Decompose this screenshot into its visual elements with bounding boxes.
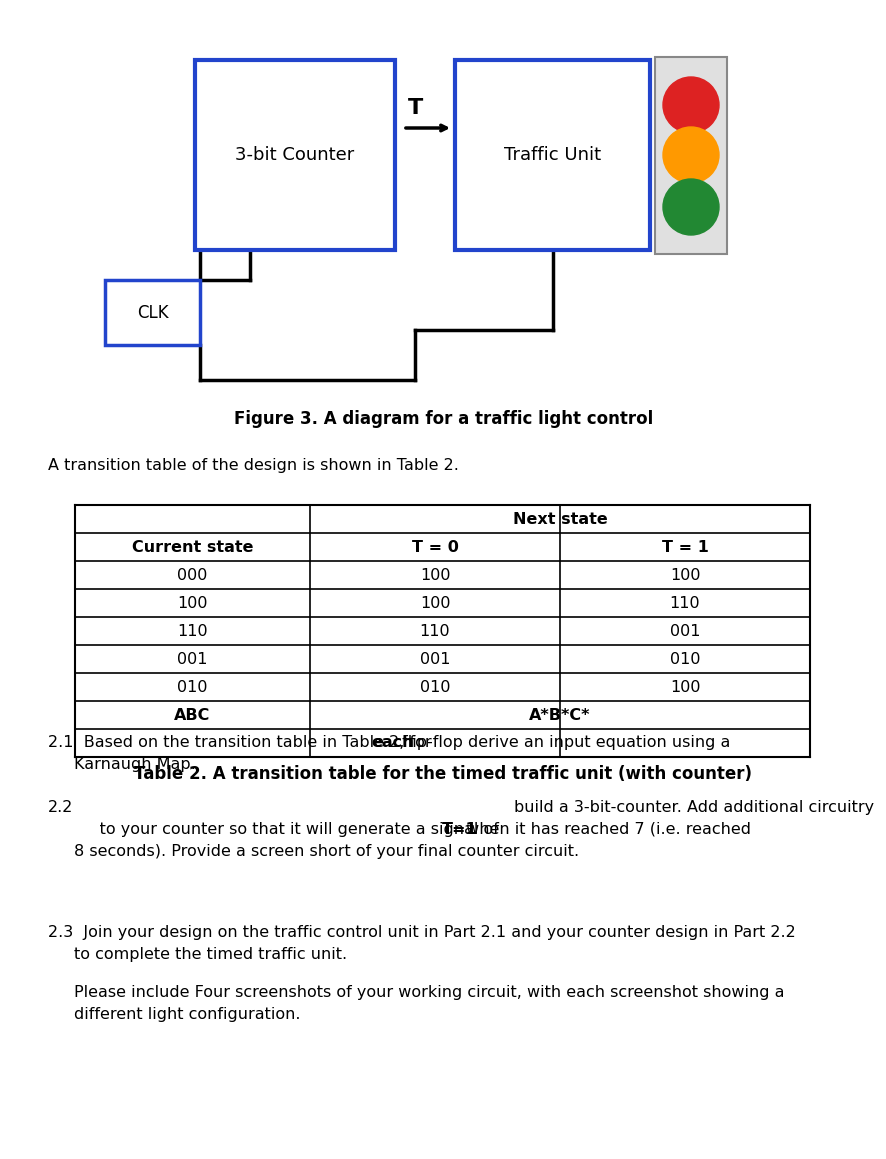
Text: 100: 100 xyxy=(419,568,450,583)
Text: 110: 110 xyxy=(669,596,700,611)
Text: 100: 100 xyxy=(419,596,450,611)
Circle shape xyxy=(662,127,719,183)
Text: 110: 110 xyxy=(419,624,450,639)
Text: 110: 110 xyxy=(177,624,207,639)
Text: to complete the timed traffic unit.: to complete the timed traffic unit. xyxy=(74,947,346,962)
Bar xyxy=(654,57,727,254)
Text: 2.3  Join your design on the traffic control unit in Part 2.1 and your counter d: 2.3 Join your design on the traffic cont… xyxy=(48,925,795,940)
Text: T = 1: T = 1 xyxy=(661,539,708,554)
Text: Table 2. A transition table for the timed traffic unit (with counter): Table 2. A transition table for the time… xyxy=(135,765,751,783)
Text: 100: 100 xyxy=(669,679,699,694)
Text: 010: 010 xyxy=(419,679,450,694)
Text: T=1: T=1 xyxy=(442,822,478,837)
Text: 100: 100 xyxy=(669,568,699,583)
Text: 001: 001 xyxy=(419,651,450,666)
Text: Please include Four screenshots of your working circuit, with each screenshot sh: Please include Four screenshots of your … xyxy=(74,985,783,1000)
Text: 001: 001 xyxy=(669,624,699,639)
Text: Figure 3. A diagram for a traffic light control: Figure 3. A diagram for a traffic light … xyxy=(234,410,652,428)
Text: each: each xyxy=(371,735,414,750)
Bar xyxy=(105,280,199,345)
Text: 001: 001 xyxy=(177,651,207,666)
Text: T: T xyxy=(407,99,422,118)
Text: 8 seconds). Provide a screen short of your final counter circuit.: 8 seconds). Provide a screen short of yo… xyxy=(74,844,579,859)
Text: A transition table of the design is shown in Table 2.: A transition table of the design is show… xyxy=(48,458,458,473)
Text: 000: 000 xyxy=(177,568,207,583)
Text: ABC: ABC xyxy=(175,707,211,722)
Text: 100: 100 xyxy=(177,596,207,611)
Text: to your counter so that it will generate a signal of: to your counter so that it will generate… xyxy=(74,822,503,837)
Bar xyxy=(195,60,394,250)
Text: 010: 010 xyxy=(669,651,699,666)
Circle shape xyxy=(662,178,719,235)
Text: Next state: Next state xyxy=(512,511,607,526)
Text: 2.1  Based on the transition table in Table 2, for: 2.1 Based on the transition table in Tab… xyxy=(48,735,436,750)
Text: CLK: CLK xyxy=(136,304,168,321)
Circle shape xyxy=(662,76,719,133)
Text: 010: 010 xyxy=(177,679,207,694)
Text: Karnaugh Map.: Karnaugh Map. xyxy=(74,757,196,772)
Text: Traffic Unit: Traffic Unit xyxy=(503,146,601,165)
Text: build a 3-bit-counter. Add additional circuitry: build a 3-bit-counter. Add additional ci… xyxy=(514,800,874,815)
Text: when it has reached 7 (i.e. reached: when it has reached 7 (i.e. reached xyxy=(461,822,750,837)
Text: T = 0: T = 0 xyxy=(411,539,458,554)
Text: 3-bit Counter: 3-bit Counter xyxy=(235,146,354,165)
Text: Current state: Current state xyxy=(132,539,253,554)
Text: different light configuration.: different light configuration. xyxy=(74,1007,300,1022)
Text: flip-flop derive an input equation using a: flip-flop derive an input equation using… xyxy=(397,735,730,750)
Text: 2.2: 2.2 xyxy=(48,800,74,815)
Bar xyxy=(455,60,649,250)
Text: A*B*C*: A*B*C* xyxy=(529,707,590,722)
